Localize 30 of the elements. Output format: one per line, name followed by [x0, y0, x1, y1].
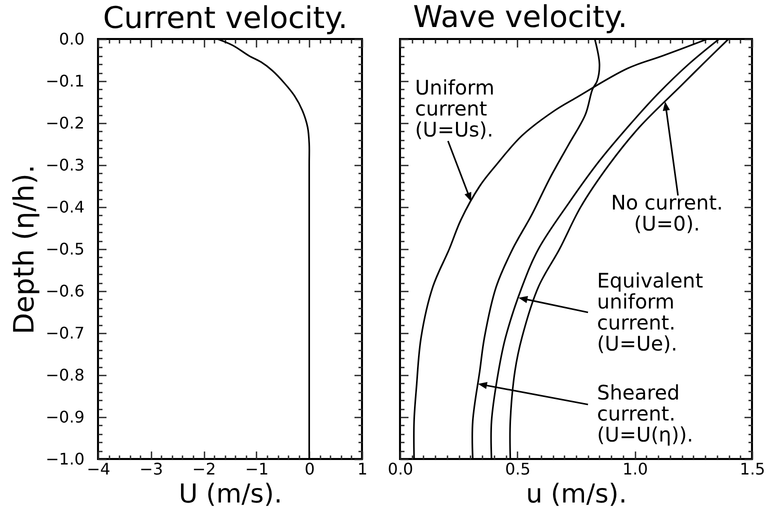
x-axis-title: U (m/s).: [178, 480, 282, 510]
y-tick-label: −0.1: [46, 72, 84, 90]
x-tick-label: 0.0: [388, 460, 414, 478]
x-tick-label: 1.5: [740, 460, 766, 478]
x-tick-label: 0.5: [505, 460, 531, 478]
x-tick-label: 0: [304, 460, 315, 478]
x-tick-label: −4: [86, 460, 110, 478]
x-tick-label: 1: [357, 460, 368, 478]
y-tick-label: −1.0: [46, 450, 84, 468]
y-tick-label: −0.3: [46, 156, 84, 174]
x-tick-label: 1.0: [622, 460, 648, 478]
chart-title: Wave velocity.: [413, 0, 628, 36]
y-axis-title: Depth (η/h).: [8, 164, 41, 334]
y-tick-label: −0.4: [46, 198, 84, 216]
text: Equivalent uniform current. (U=Ue).: [597, 268, 704, 356]
chart-title: Current velocity.: [103, 1, 348, 36]
y-tick-label: −0.5: [46, 240, 84, 258]
y-tick-label: −0.8: [46, 366, 84, 384]
y-tick-label: −0.6: [46, 282, 84, 300]
x-axis-title: u (m/s).: [526, 480, 627, 510]
y-tick-label: 0.0: [59, 30, 84, 48]
y-tick-label: −0.2: [46, 114, 84, 132]
y-tick-label: −0.7: [46, 324, 84, 342]
series-label: No current. (U=0).: [610, 190, 724, 236]
x-tick-label: −2: [192, 460, 216, 478]
series-label: Uniform current (U=Us).: [415, 76, 495, 142]
y-tick-label: −0.9: [46, 408, 84, 426]
text: Sheared current. (U=U(η)).: [597, 380, 694, 447]
x-tick-label: −3: [140, 460, 164, 478]
x-tick-label: −1: [245, 460, 269, 478]
